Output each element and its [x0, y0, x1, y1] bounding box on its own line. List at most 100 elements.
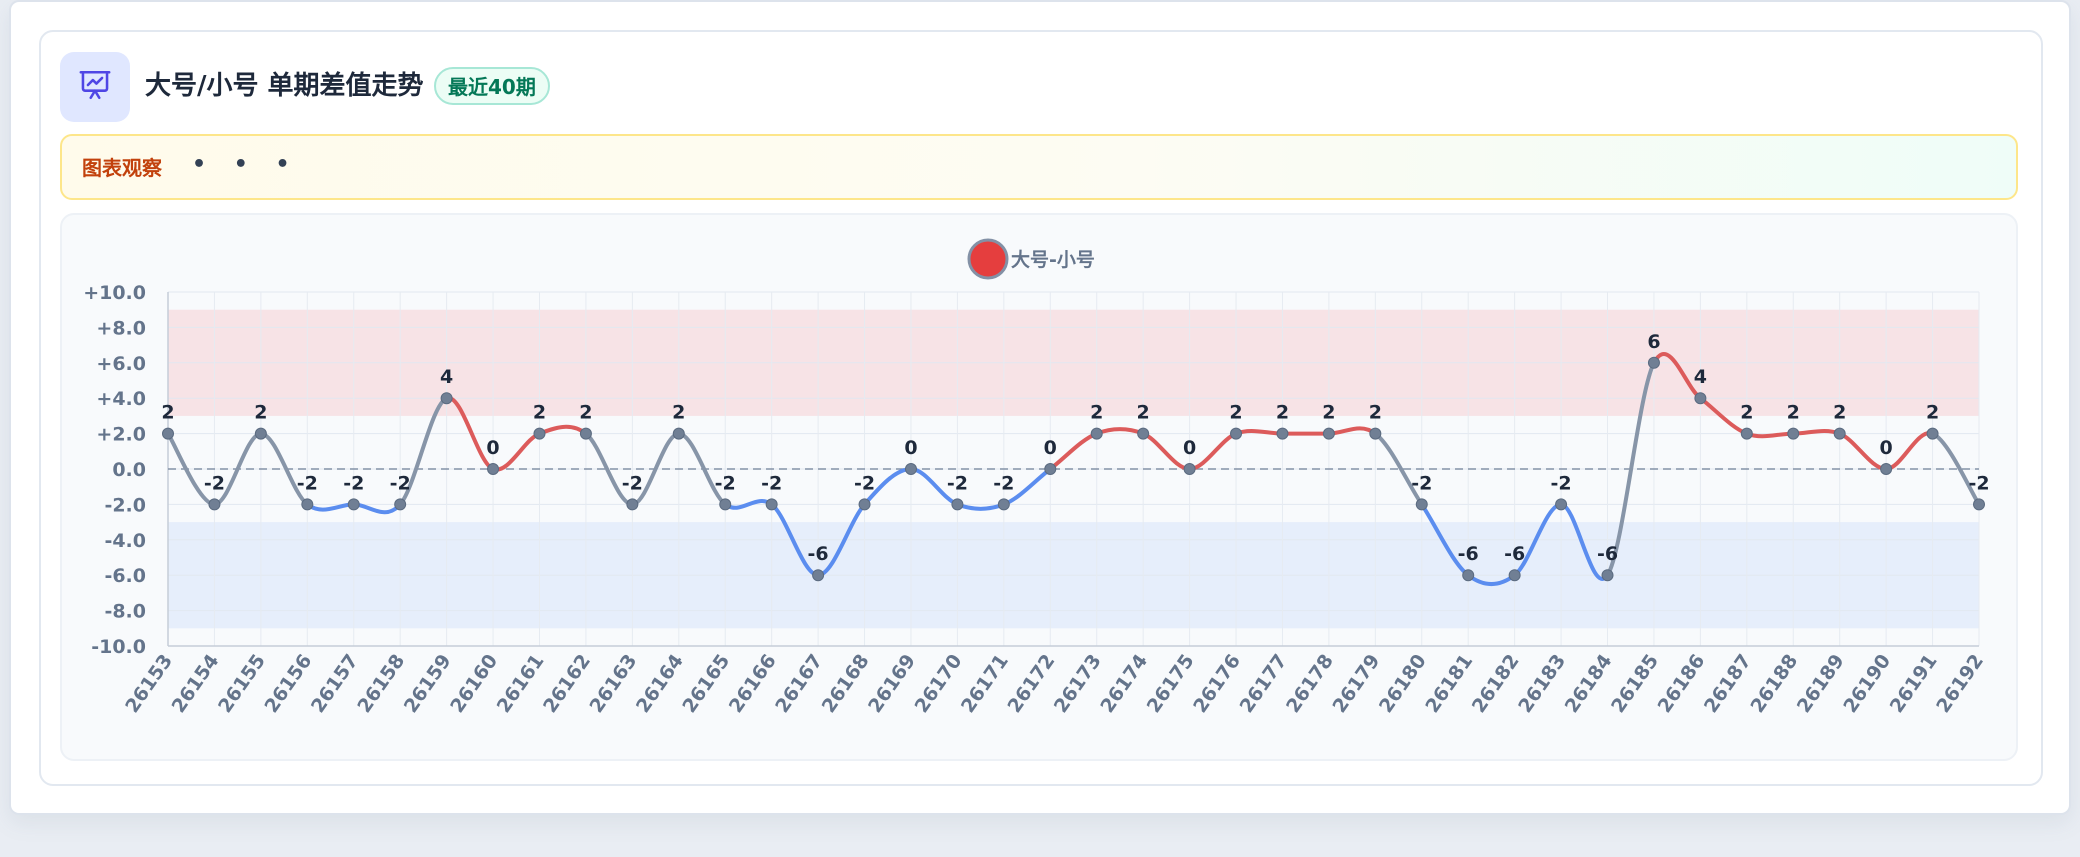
x-tick-label: 26166 — [725, 650, 781, 717]
x-tick-label: 26184 — [1561, 650, 1617, 717]
x-tick-label: 26155 — [214, 650, 270, 717]
x-tick-label: 26172 — [1003, 650, 1059, 717]
x-tick-label: 26175 — [1143, 650, 1199, 717]
data-label: 2 — [1322, 402, 1335, 424]
series-segment — [1094, 427, 1146, 436]
data-label: -2 — [947, 472, 968, 494]
data-point — [672, 427, 685, 440]
data-point — [1787, 427, 1800, 440]
x-tick-label: 26181 — [1421, 650, 1477, 717]
data-label: 2 — [1090, 402, 1103, 424]
series-segment — [1605, 360, 1656, 578]
data-label: -6 — [808, 543, 829, 565]
data-label: 0 — [1880, 437, 1893, 459]
data-label: 0 — [1044, 437, 1057, 459]
x-tick-label: 26170 — [911, 650, 967, 717]
observation-panel[interactable]: 图表观察 • • • — [60, 134, 2018, 200]
y-tick-label: -6.0 — [104, 565, 146, 587]
data-point — [208, 498, 221, 511]
data-point — [301, 498, 314, 511]
series-segment — [1326, 426, 1378, 436]
x-tick-label: 26159 — [400, 650, 456, 717]
data-point — [1415, 498, 1428, 511]
data-point — [1090, 427, 1103, 440]
x-tick-label: 26188 — [1746, 650, 1802, 717]
y-tick-label: -8.0 — [104, 601, 146, 623]
data-label: -2 — [1551, 472, 1572, 494]
y-tick-label: +2.0 — [96, 424, 146, 446]
chart-icon-box — [60, 52, 130, 122]
data-point — [626, 498, 639, 511]
x-tick-label: 26178 — [1282, 650, 1338, 717]
data-label: 0 — [1183, 437, 1196, 459]
x-tick-label: 26160 — [446, 650, 502, 717]
data-point — [765, 498, 778, 511]
data-label: -2 — [343, 472, 364, 494]
data-label: -2 — [854, 472, 875, 494]
data-label: 2 — [1740, 402, 1753, 424]
series-segment — [537, 424, 588, 436]
data-label: 2 — [1787, 402, 1800, 424]
x-tick-label: 26169 — [864, 650, 920, 717]
data-point — [997, 498, 1010, 511]
data-label: 6 — [1647, 331, 1660, 353]
data-point — [1601, 569, 1614, 582]
data-label: 2 — [672, 402, 685, 424]
legend-label: 大号-小号 — [1011, 248, 1095, 271]
x-tick-label: 26190 — [1839, 650, 1895, 717]
x-tick-label: 26183 — [1514, 650, 1570, 717]
data-label: 2 — [161, 402, 174, 424]
x-tick-label: 26187 — [1700, 650, 1756, 717]
legend-marker — [967, 238, 1009, 280]
series-segment — [351, 502, 403, 515]
x-tick-label: 26174 — [1096, 650, 1152, 717]
data-point — [951, 498, 964, 511]
data-label: -6 — [1458, 543, 1479, 565]
x-tick-label: 26189 — [1793, 650, 1849, 717]
data-point — [1137, 427, 1150, 440]
data-label: -2 — [390, 472, 411, 494]
data-point — [719, 498, 732, 511]
data-point — [162, 427, 174, 440]
data-label: -2 — [622, 472, 643, 494]
data-label: -2 — [204, 472, 225, 494]
x-tick-label: 26171 — [957, 650, 1013, 717]
y-tick-label: -2.0 — [104, 494, 146, 516]
observation-more-icon[interactable]: • • • — [192, 152, 300, 177]
data-label: -2 — [1411, 472, 1432, 494]
x-tick-label: 26164 — [632, 650, 688, 717]
series-segment — [1048, 431, 1099, 471]
y-tick-label: +8.0 — [96, 317, 146, 339]
x-tick-label: 26176 — [1189, 650, 1245, 717]
data-point — [1833, 427, 1846, 440]
x-tick-label: 26154 — [168, 650, 224, 717]
series-segment — [1559, 502, 1610, 581]
data-point — [1647, 356, 1660, 369]
x-tick-label: 26167 — [771, 650, 827, 717]
data-point — [812, 569, 825, 582]
data-label: -2 — [715, 472, 736, 494]
data-point — [1230, 427, 1243, 440]
x-tick-label: 26173 — [1050, 650, 1106, 717]
x-tick-label: 26157 — [307, 650, 363, 717]
x-tick-label: 26185 — [1607, 650, 1663, 717]
data-label: -2 — [297, 472, 318, 494]
x-tick-label: 26158 — [353, 650, 409, 717]
data-point — [1044, 463, 1057, 475]
data-point — [347, 498, 360, 511]
legend: 大号-小号 — [967, 238, 1095, 280]
data-label: 2 — [1926, 402, 1939, 424]
data-label: -6 — [1504, 543, 1525, 565]
x-tick-label: 26177 — [1236, 650, 1292, 717]
data-point — [1555, 498, 1568, 511]
x-tick-label: 26156 — [260, 650, 316, 717]
data-label: 0 — [904, 437, 917, 459]
data-label: 2 — [533, 402, 546, 424]
data-point — [394, 498, 407, 511]
data-label: -6 — [1597, 543, 1618, 565]
data-label: 2 — [254, 402, 267, 424]
series-segment — [398, 396, 449, 507]
data-point — [1369, 427, 1382, 440]
data-point — [904, 463, 917, 475]
x-tick-label: 26162 — [539, 650, 595, 717]
